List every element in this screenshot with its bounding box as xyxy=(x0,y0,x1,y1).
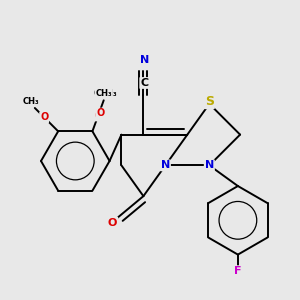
Text: N: N xyxy=(161,160,170,170)
Text: S: S xyxy=(205,95,214,108)
Text: CH₃: CH₃ xyxy=(95,89,112,98)
Text: O: O xyxy=(94,111,102,121)
Text: CH₃: CH₃ xyxy=(22,97,39,106)
Text: O: O xyxy=(108,218,117,227)
Text: C: C xyxy=(140,78,148,88)
Text: N: N xyxy=(205,160,214,170)
Text: O: O xyxy=(40,112,48,122)
Text: OCH₃: OCH₃ xyxy=(94,89,118,98)
Text: F: F xyxy=(234,266,242,276)
Text: N: N xyxy=(140,55,149,65)
Text: O: O xyxy=(96,108,104,118)
